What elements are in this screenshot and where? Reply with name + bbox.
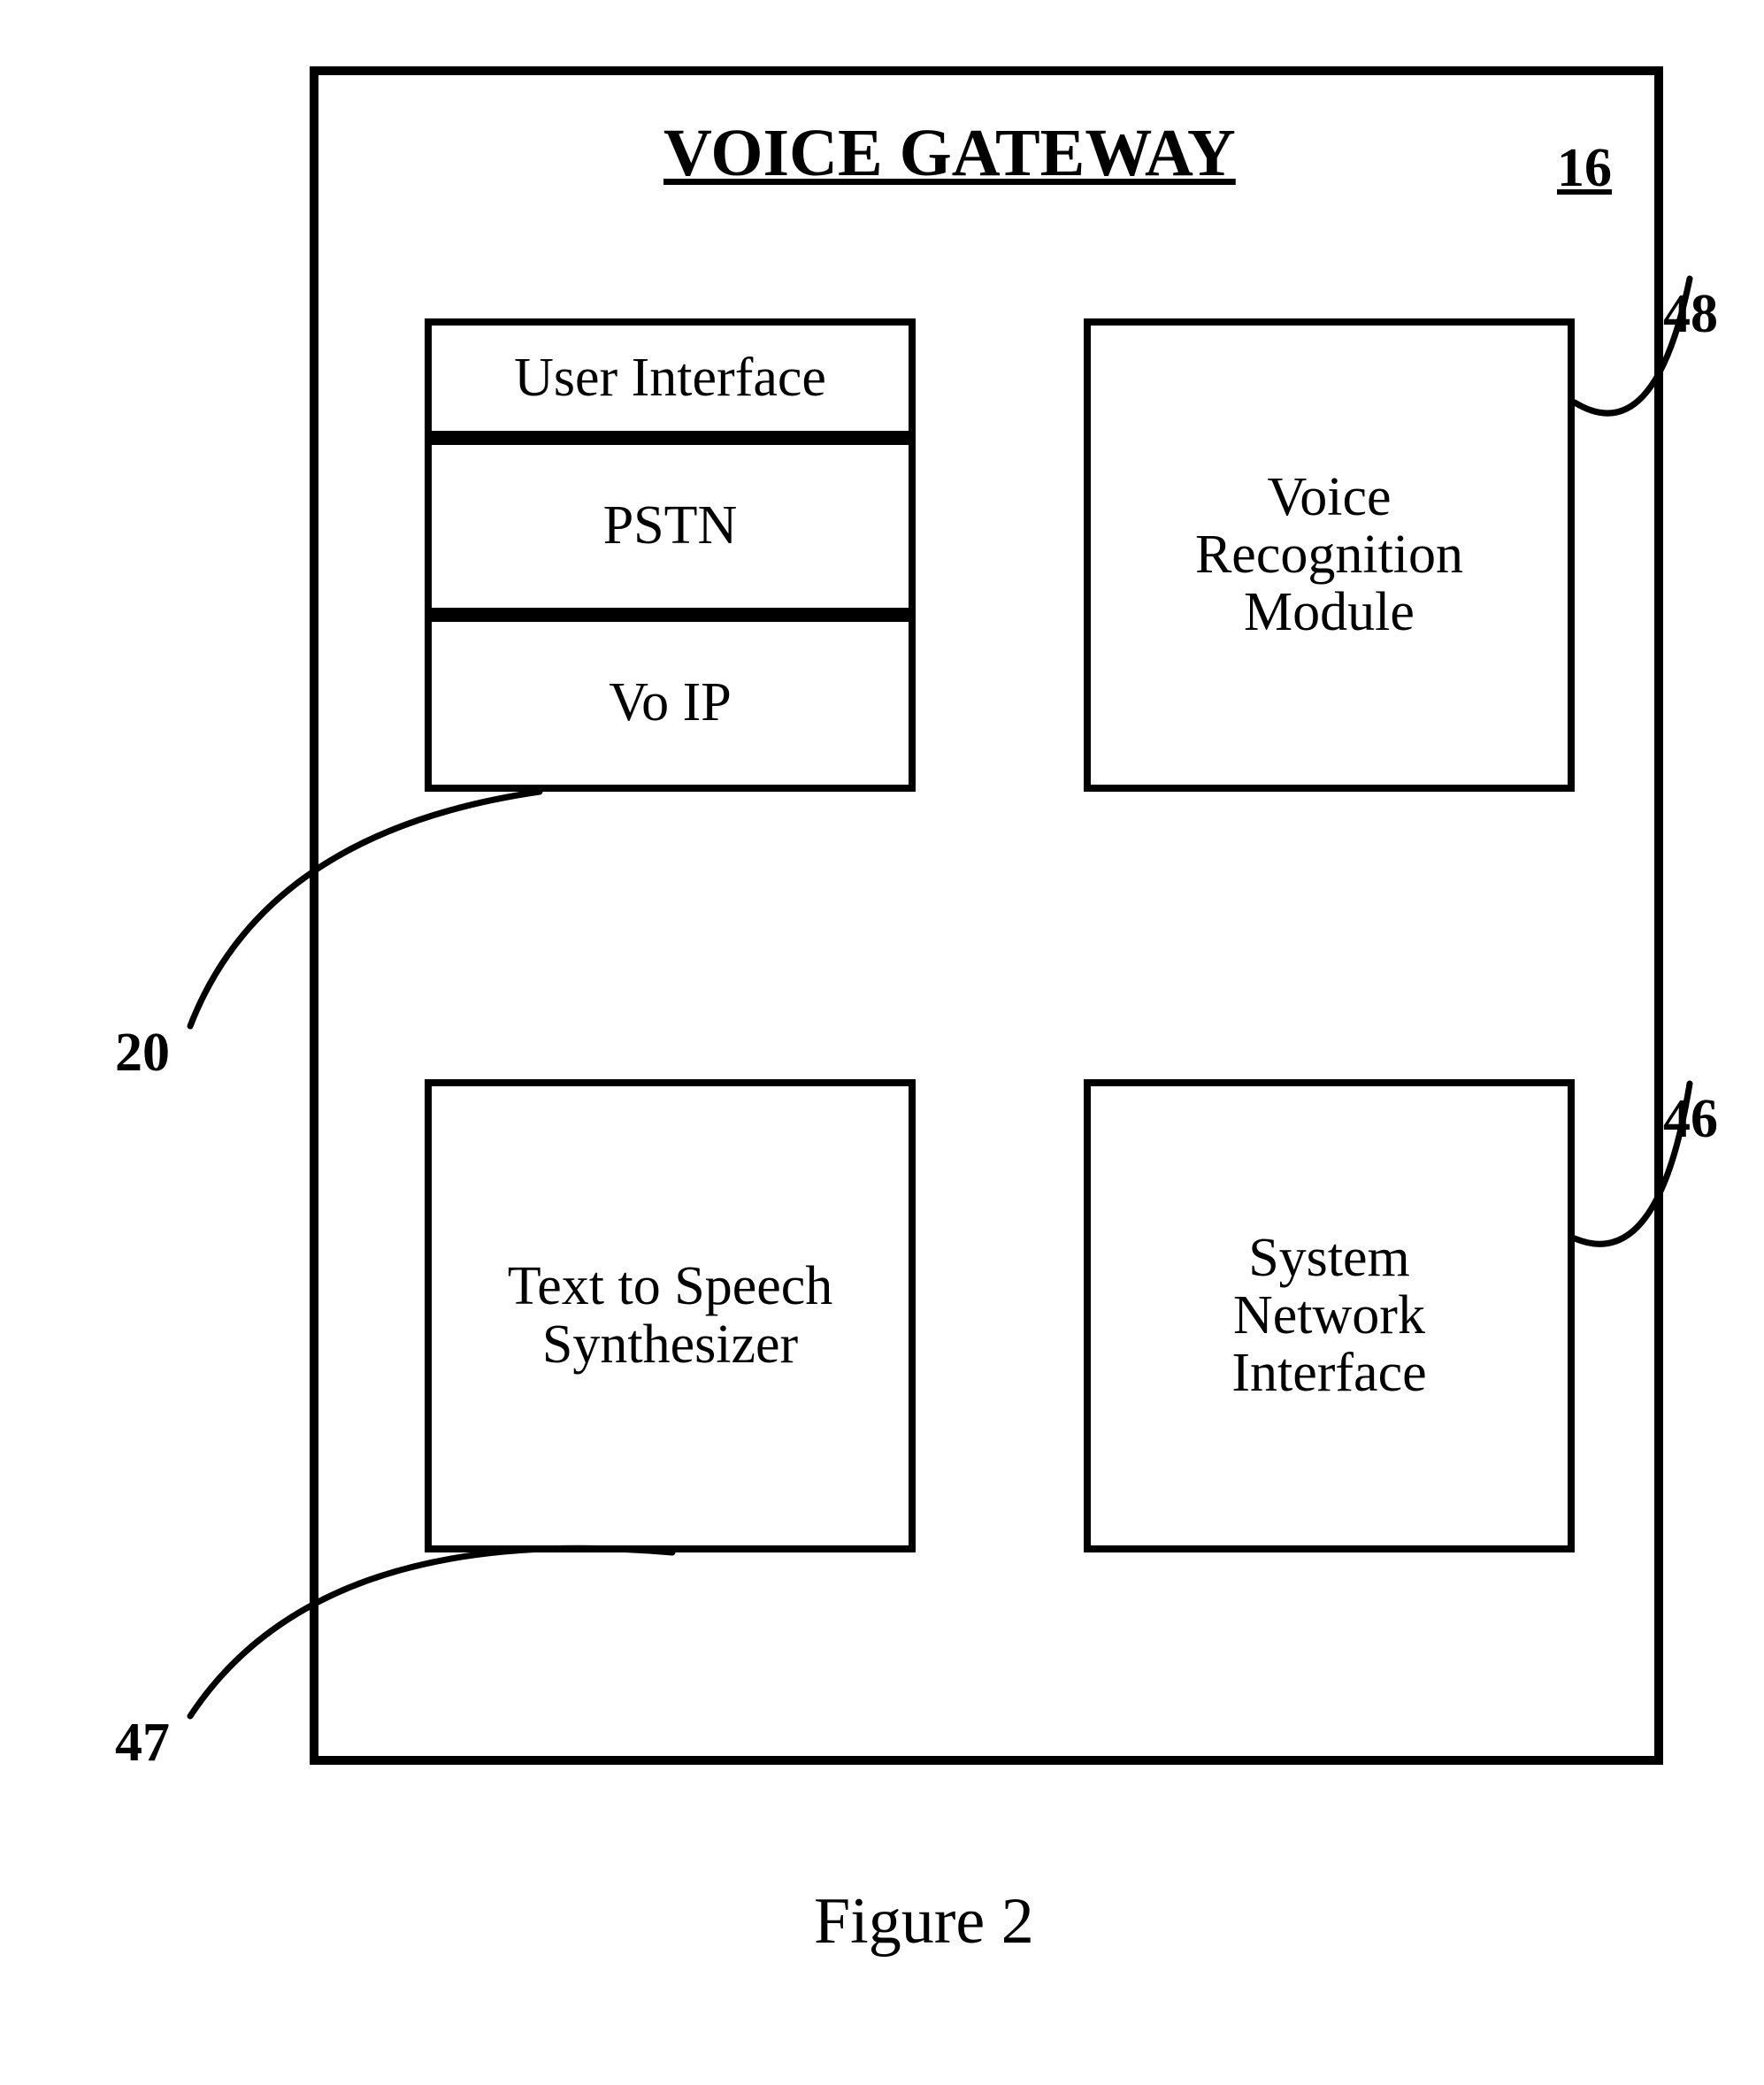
page: VOICE GATEWAY 16 User Interface PSTN Vo … <box>0 0 1764 2085</box>
ref-label-47: 47 <box>115 1712 170 1775</box>
ref-label-46: 46 <box>1663 1088 1718 1151</box>
pstn-box: PSTN <box>425 438 916 615</box>
voice-recognition-box: VoiceRecognitionModule <box>1084 318 1575 792</box>
diagram-title: VOICE GATEWAY <box>663 115 1236 192</box>
voip-text: Vo IP <box>609 674 731 732</box>
text-to-speech-box: Text to SpeechSynthesizer <box>425 1079 916 1552</box>
text-to-speech-text: Text to SpeechSynthesizer <box>508 1258 833 1373</box>
voice-recognition-text: VoiceRecognitionModule <box>1195 469 1463 641</box>
ref-label-20: 20 <box>115 1022 170 1085</box>
user-interface-header-text: User Interface <box>514 349 826 407</box>
user-interface-header-box: User Interface <box>425 318 916 438</box>
voip-box: Vo IP <box>425 615 916 792</box>
pstn-text: PSTN <box>603 497 738 555</box>
figure-caption: Figure 2 <box>814 1884 1034 1959</box>
system-network-interface-text: SystemNetworkInterface <box>1231 1230 1426 1402</box>
system-network-interface-box: SystemNetworkInterface <box>1084 1079 1575 1552</box>
ref-label-16: 16 <box>1557 137 1612 200</box>
ref-label-48: 48 <box>1663 283 1718 346</box>
